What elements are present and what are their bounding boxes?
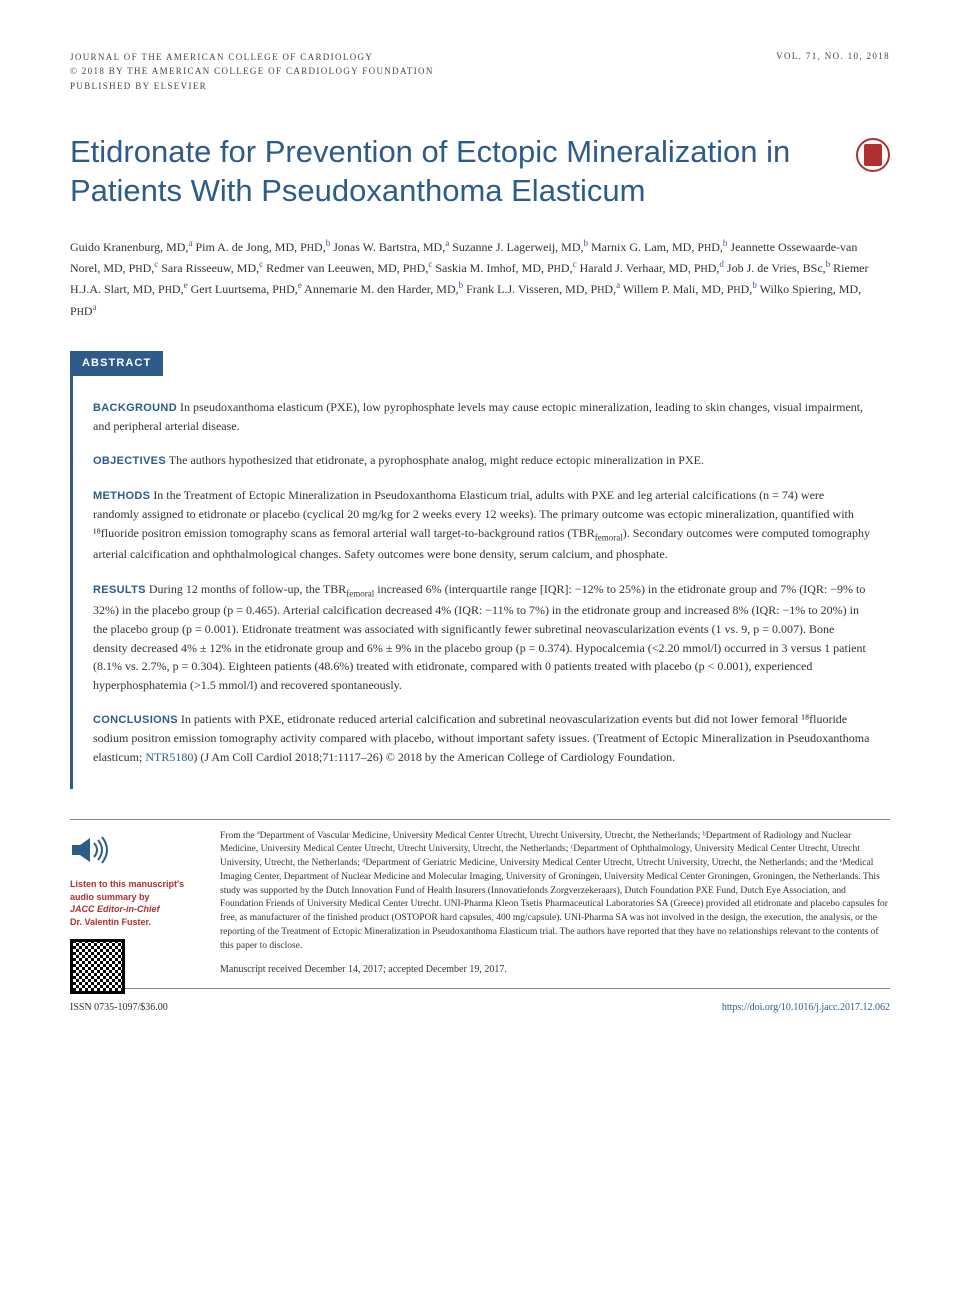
objectives-label: OBJECTIVES xyxy=(93,455,166,467)
objectives-text: The authors hypothesized that etidronate… xyxy=(169,453,704,467)
abstract-box: BACKGROUND In pseudoxanthoma elasticum (… xyxy=(70,376,890,789)
crossmark-badge-icon[interactable] xyxy=(856,138,890,172)
publisher: PUBLISHED BY ELSEVIER xyxy=(70,79,434,93)
issn: ISSN 0735-1097/$36.00 xyxy=(70,1001,168,1016)
issue-info: VOL. 71, NO. 10, 2018 xyxy=(776,50,890,93)
journal-header: JOURNAL OF THE AMERICAN COLLEGE OF CARDI… xyxy=(70,50,890,93)
listen-line-4: Dr. Valentin Fuster. xyxy=(70,916,200,929)
qr-code-icon[interactable] xyxy=(70,939,125,994)
results-label: RESULTS xyxy=(93,584,146,596)
article-title: Etidronate for Prevention of Ectopic Min… xyxy=(70,133,836,211)
copyright: © 2018 BY THE AMERICAN COLLEGE OF CARDIO… xyxy=(70,64,434,78)
listen-line-2: audio summary by xyxy=(70,891,200,904)
audio-sidebar: Listen to this manuscript's audio summar… xyxy=(70,835,200,994)
listen-line-1: Listen to this manuscript's xyxy=(70,878,200,891)
listen-line-3: JACC Editor-in-Chief xyxy=(70,904,160,914)
methods-text: In the Treatment of Ectopic Mineralizati… xyxy=(93,488,870,561)
results-text: During 12 months of follow-up, the TBRfe… xyxy=(93,582,866,692)
background-text: In pseudoxanthoma elasticum (PXE), low p… xyxy=(93,400,863,433)
abstract-heading: ABSTRACT xyxy=(70,351,163,376)
conclusions-text-b: ) (J Am Coll Cardiol 2018;71:1117–26) © … xyxy=(193,750,675,764)
conclusions-label: CONCLUSIONS xyxy=(93,714,178,726)
speaker-icon xyxy=(70,835,110,865)
doi-link[interactable]: https://doi.org/10.1016/j.jacc.2017.12.0… xyxy=(722,1001,890,1016)
methods-label: METHODS xyxy=(93,490,150,502)
background-label: BACKGROUND xyxy=(93,402,177,414)
journal-name: JOURNAL OF THE AMERICAN COLLEGE OF CARDI… xyxy=(70,50,434,64)
trial-registry-link[interactable]: NTR5180 xyxy=(145,750,193,764)
author-list: Guido Kranenburg, MD,a Pim A. de Jong, M… xyxy=(70,236,890,322)
